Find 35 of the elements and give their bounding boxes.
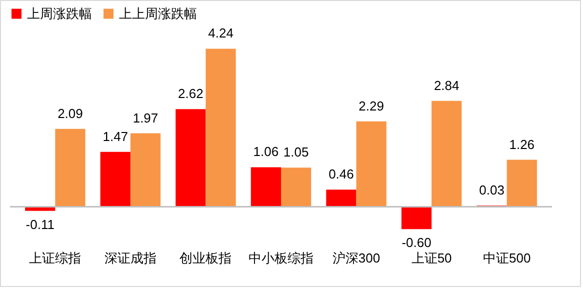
- data-label: 1.05: [283, 144, 309, 160]
- bar: [130, 133, 161, 207]
- x-tick-label: 上证50: [411, 250, 452, 266]
- x-tick-label: 深证成指: [104, 250, 156, 266]
- data-label: 2.62: [178, 86, 204, 102]
- data-label: 2.84: [434, 78, 460, 93]
- data-label: 4.24: [208, 26, 234, 41]
- legend-label: 上周涨跌幅: [27, 6, 92, 21]
- x-tick-label: 上证综指: [29, 250, 82, 266]
- bar: [401, 206, 432, 230]
- x-tick-label: 创业板指: [180, 250, 232, 266]
- data-label: 2.29: [358, 98, 384, 114]
- x-tick-label: 中小板综指: [248, 250, 314, 266]
- bar: [281, 168, 312, 207]
- data-label: 2.09: [58, 106, 83, 121]
- bar: [206, 48, 236, 207]
- data-label: 0.03: [479, 182, 504, 198]
- data-label: 1.47: [102, 128, 128, 144]
- data-label: 1.97: [132, 110, 158, 126]
- x-tick-label: 中证500: [482, 250, 531, 266]
- bar: [506, 160, 537, 207]
- data-label: 1.26: [509, 136, 535, 152]
- bar: [356, 121, 386, 207]
- data-label: -0.60: [402, 235, 432, 250]
- data-label: 0.46: [328, 166, 354, 182]
- data-label: 1.06: [253, 144, 279, 160]
- bar: [432, 100, 462, 207]
- legend-label: 上上周涨跌幅: [119, 6, 197, 21]
- bar: [176, 109, 206, 207]
- bar: [326, 190, 356, 207]
- x-tick-label: 沪深300: [332, 250, 380, 266]
- data-label: -0.11: [26, 216, 54, 232]
- bar: [100, 152, 130, 207]
- bar: [55, 128, 86, 207]
- bar: [250, 167, 281, 207]
